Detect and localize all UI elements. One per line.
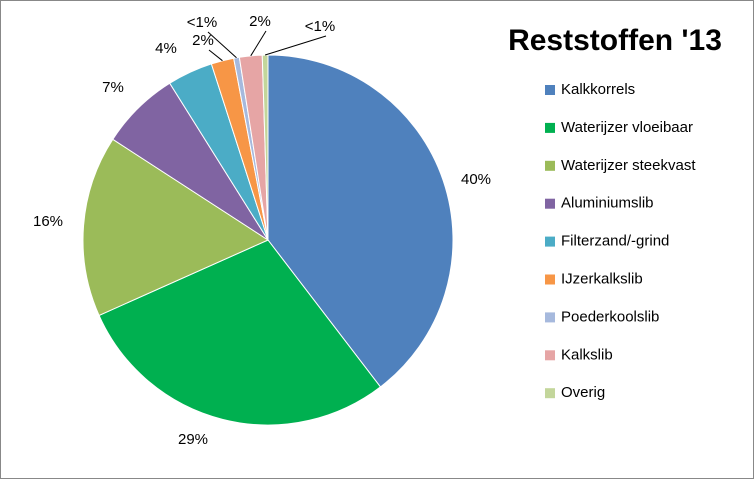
pie-slice [267, 54, 454, 388]
data-label: 2% [249, 13, 271, 30]
leader-line [207, 31, 237, 59]
legend-swatch [545, 274, 555, 285]
legend-swatch [545, 85, 555, 95]
legend-label: Kalkslib [561, 346, 613, 363]
data-label: <1% [305, 18, 335, 35]
leader-line [250, 30, 267, 57]
leader-line [208, 49, 223, 62]
data-label: <1% [187, 14, 217, 31]
legend-swatch [545, 122, 555, 133]
legend-label: Overig [561, 384, 605, 401]
leader-line [264, 35, 327, 56]
legend-label: Filterzand/-grind [561, 233, 669, 250]
data-label: 2% [192, 32, 214, 49]
pie-slice [82, 138, 270, 317]
legend-swatch [545, 388, 555, 399]
pie-slice [98, 239, 382, 426]
data-label: 16% [33, 213, 63, 230]
chart-title: Reststoffen '13 [508, 24, 722, 57]
legend-label: Waterijzer vloeibaar [561, 119, 693, 136]
legend-swatch [545, 160, 555, 171]
legend-label: Waterijzer steekvast [561, 157, 696, 174]
legend-label: IJzerkalkslib [561, 270, 643, 287]
legend-swatch [545, 198, 555, 209]
data-label: 7% [102, 79, 124, 96]
legend-swatch [545, 312, 555, 323]
legend-swatch [545, 350, 555, 361]
data-label: 4% [155, 40, 177, 57]
legend-label: Kalkkorrels [561, 81, 635, 98]
legend-label: Aluminiumslib [561, 195, 654, 212]
data-label: 40% [461, 171, 491, 188]
legend-label: Poederkoolslib [561, 308, 659, 325]
legend-swatch [545, 236, 555, 247]
data-label: 29% [178, 431, 208, 448]
